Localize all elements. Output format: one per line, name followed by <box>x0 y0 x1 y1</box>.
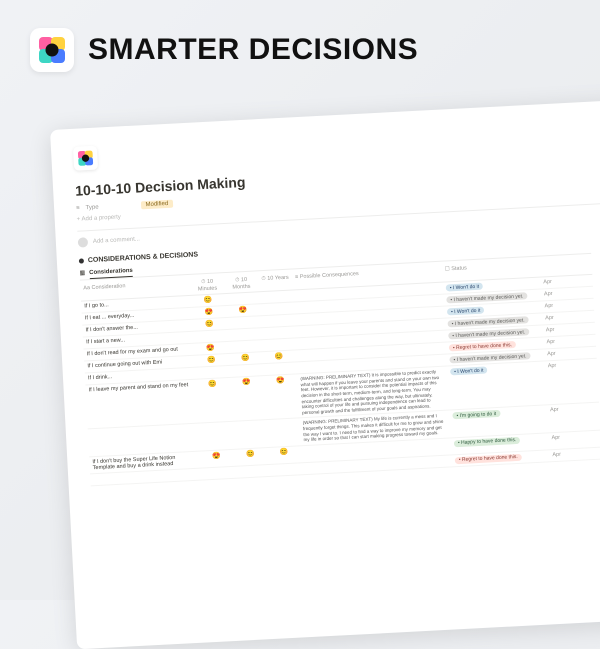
main-column: CONSIDERATIONS & DECISIONS ▦ Considerati… <box>79 231 600 486</box>
cell-10min: 😊 <box>191 294 226 307</box>
page-logo <box>73 146 98 171</box>
cell-10mon: 😍 <box>225 304 260 317</box>
logo-icon <box>76 149 95 168</box>
cell-10min: 😊 <box>192 318 227 331</box>
comment-placeholder: Add a comment... <box>93 236 140 244</box>
brand-logo <box>30 28 74 72</box>
cell-date: Apr <box>538 289 558 300</box>
status-chip: • I haven't made my decision yet. <box>448 316 529 327</box>
cell-10mon <box>227 328 261 334</box>
cell-10min: 😊 <box>194 354 229 367</box>
cell-10min <box>198 422 232 428</box>
cell-10yr: 😊 <box>262 350 297 363</box>
status-chip: • I Won't do it <box>450 366 488 375</box>
status-chip: • I Won't do it <box>446 283 484 292</box>
cell-10mon <box>234 465 268 471</box>
type-label: Type <box>86 205 99 212</box>
cell-10yr <box>259 302 293 308</box>
cell-consequences: (WARNING: PRELIMINARY TEXT) It is imposs… <box>297 367 449 418</box>
cell-10min: 😊 <box>195 378 230 391</box>
col-10yr[interactable]: ⏱ 10 Years <box>258 273 293 292</box>
cell-10yr <box>265 419 299 425</box>
col-date[interactable] <box>536 259 557 277</box>
cell-10mon: 😊 <box>228 352 263 365</box>
cell-10mon <box>225 292 259 298</box>
hero-bar: SMARTER DECISIONS <box>0 0 600 82</box>
cell-date: Apr <box>546 432 566 443</box>
notion-window: 10-10-10 Decision Making ≡ Type Modified… <box>50 94 600 649</box>
cell-10mon: 😍 <box>229 376 264 389</box>
status-chip: • I Won't do it <box>447 307 485 316</box>
cell-date: Apr <box>540 325 560 336</box>
col-10min[interactable]: ⏱ 10 Minutes <box>190 276 225 295</box>
cell-10yr <box>261 338 295 344</box>
col-10mon[interactable]: ⏱ 10 Months <box>224 274 259 293</box>
hero-title: SMARTER DECISIONS <box>88 33 418 67</box>
cell-date: Apr <box>542 361 562 372</box>
status-chip: • I haven't made my decision yet. <box>446 292 527 303</box>
cell-date: Apr <box>537 277 557 288</box>
cell-10yr <box>263 362 297 368</box>
cell-10min <box>193 330 227 336</box>
cell-date: Apr <box>539 313 559 324</box>
cell-10mon <box>226 316 260 322</box>
status-chip: • I haven't made my decision yet. <box>449 352 530 363</box>
status-chip: • Regret to have done this. <box>455 454 522 464</box>
type-icon: ≡ <box>76 206 80 212</box>
avatar <box>78 237 89 248</box>
cell-date: Apr <box>541 349 561 360</box>
tab-considerations[interactable]: Considerations <box>89 267 133 278</box>
logo-icon <box>36 34 68 66</box>
cell-10min: 😍 <box>199 450 234 463</box>
status-chip: • I'm going to do it <box>452 410 500 419</box>
cell-10yr <box>259 291 293 297</box>
bullet-icon <box>79 258 84 263</box>
decisions-table: Aa Consideration ⏱ 10 Minutes ⏱ 10 Month… <box>80 257 600 486</box>
status-chip: • Happy to have done this. <box>454 437 521 447</box>
section-title: CONSIDERATIONS & DECISIONS <box>88 251 199 264</box>
cell-10yr <box>268 463 302 469</box>
cell-10yr: 😍 <box>263 374 298 387</box>
cell-10mon <box>232 420 266 426</box>
cell-10mon <box>229 364 263 370</box>
cell-10mon <box>227 340 261 346</box>
cell-10min: 😍 <box>192 306 227 319</box>
cell-10min: 😍 <box>193 342 228 355</box>
cell-10min <box>200 467 234 473</box>
cell-date: Apr <box>539 301 559 312</box>
cell-date: Apr <box>544 405 564 416</box>
tab-icon: ▦ <box>79 269 85 276</box>
status-chip: • I haven't made my decision yet. <box>448 328 529 339</box>
cell-date: Apr <box>541 337 561 348</box>
cell-date: Apr <box>546 449 566 460</box>
cell-10mon: 😊 <box>233 448 268 461</box>
status-chip: • Regret to have done this. <box>449 341 516 351</box>
cell-10yr <box>260 314 294 320</box>
cell-10min <box>195 366 229 372</box>
cell-10yr: 😊 <box>267 446 302 459</box>
cell-10yr <box>261 326 295 332</box>
type-badge: Modified <box>140 200 173 210</box>
